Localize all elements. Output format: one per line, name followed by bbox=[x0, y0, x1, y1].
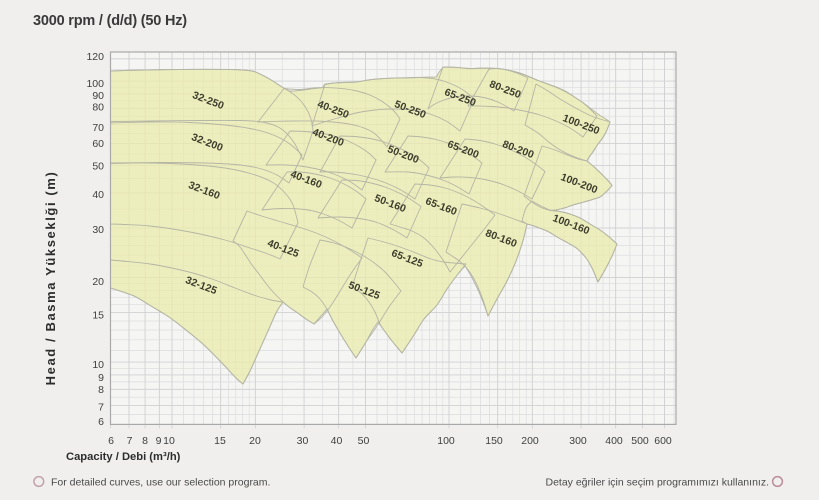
svg-text:Capacity / Debi (m³/h): Capacity / Debi (m³/h) bbox=[66, 451, 181, 463]
svg-text:400: 400 bbox=[605, 435, 623, 447]
svg-text:Detay eğriler için seçim progr: Detay eğriler için seçim programımızı ku… bbox=[546, 477, 770, 489]
svg-text:7: 7 bbox=[98, 401, 104, 413]
svg-text:70: 70 bbox=[92, 122, 104, 134]
svg-text:20: 20 bbox=[92, 276, 104, 288]
svg-text:40: 40 bbox=[92, 189, 104, 201]
svg-text:10: 10 bbox=[92, 359, 104, 371]
svg-text:40: 40 bbox=[331, 435, 343, 447]
svg-text:30: 30 bbox=[297, 435, 309, 447]
svg-text:300: 300 bbox=[569, 435, 587, 447]
svg-text:15: 15 bbox=[214, 435, 226, 447]
svg-text:60: 60 bbox=[92, 138, 104, 150]
svg-text:7: 7 bbox=[127, 435, 133, 447]
svg-text:600: 600 bbox=[654, 435, 672, 447]
svg-text:120: 120 bbox=[86, 51, 104, 63]
svg-text:10: 10 bbox=[163, 435, 175, 447]
svg-text:3000 rpm / (d/d) (50 Hz): 3000 rpm / (d/d) (50 Hz) bbox=[33, 13, 187, 29]
svg-text:500: 500 bbox=[631, 435, 649, 447]
svg-text:90: 90 bbox=[92, 90, 104, 102]
svg-text:15: 15 bbox=[92, 309, 104, 321]
svg-text:80: 80 bbox=[92, 101, 104, 113]
svg-text:6: 6 bbox=[98, 416, 104, 428]
svg-text:9: 9 bbox=[98, 372, 104, 384]
svg-text:100: 100 bbox=[86, 78, 104, 90]
svg-text:For detailed curves, use our s: For detailed curves, use our selection p… bbox=[51, 477, 270, 489]
svg-text:8: 8 bbox=[98, 384, 104, 396]
svg-text:8: 8 bbox=[142, 435, 148, 447]
svg-text:200: 200 bbox=[521, 435, 539, 447]
svg-text:Head / Basma Yükseklği (m): Head / Basma Yükseklği (m) bbox=[43, 171, 58, 386]
svg-text:150: 150 bbox=[485, 435, 503, 447]
svg-text:30: 30 bbox=[92, 224, 104, 236]
svg-text:9: 9 bbox=[156, 435, 162, 447]
svg-text:20: 20 bbox=[249, 435, 261, 447]
svg-text:50: 50 bbox=[358, 435, 370, 447]
svg-text:100: 100 bbox=[437, 435, 455, 447]
svg-text:6: 6 bbox=[108, 435, 114, 447]
svg-text:50: 50 bbox=[92, 160, 104, 172]
